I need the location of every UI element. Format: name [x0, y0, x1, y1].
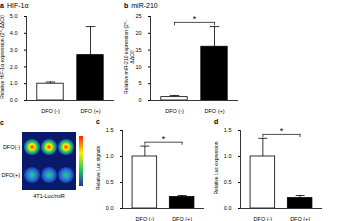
svg-text:25: 25 — [135, 13, 141, 19]
svg-text:3.0: 3.0 — [10, 47, 18, 53]
svg-text:*: * — [162, 134, 166, 144]
html-text:a HIF-1α: a HIF-1α — [0, 2, 29, 9]
svg-text:5: 5 — [138, 80, 141, 86]
svg-text:DFO (-): DFO (-) — [136, 216, 155, 221]
svg-text:0.5: 0.5 — [224, 179, 232, 185]
svg-text:0: 0 — [138, 97, 141, 103]
svg-text:DFO(+): DFO(+) — [2, 172, 21, 178]
svg-text:0.0: 0.0 — [224, 205, 232, 211]
svg-text:1.5: 1.5 — [224, 127, 232, 133]
svg-text:DFO (+): DFO (+) — [80, 108, 100, 114]
svg-text:DFO (+): DFO (+) — [172, 216, 192, 221]
svg-text:10: 10 — [135, 64, 141, 70]
html-text:Relative Luc signals: Relative Luc signals — [95, 145, 101, 191]
svg-text:20: 20 — [135, 30, 141, 36]
svg-text:DFO (-): DFO (-) — [165, 108, 184, 114]
svg-text:DFO (+): DFO (+) — [204, 108, 224, 114]
html-text:Relative HIF-1α expression (2^: Relative HIF-1α expression (2^-ΔΔCt) — [0, 15, 5, 99]
svg-text:DFO (-): DFO (-) — [254, 216, 273, 221]
svg-text:4.0: 4.0 — [10, 30, 18, 36]
html-text:c: c — [96, 118, 100, 125]
svg-text:DFO (+): DFO (+) — [290, 216, 310, 221]
html-text:Relative Luc expression: Relative Luc expression — [213, 141, 219, 195]
svg-text:5.0: 5.0 — [10, 13, 18, 19]
svg-text:*: * — [193, 14, 197, 24]
svg-text:DFO (-): DFO (-) — [41, 108, 60, 114]
svg-text:DFO(-): DFO(-) — [3, 144, 20, 150]
svg-text:15: 15 — [135, 47, 141, 53]
svg-text:4T1-Luc/miR: 4T1-Luc/miR — [33, 193, 65, 199]
html-text:Relative miR-210 expression (2: Relative miR-210 expression (2^-ΔΔCt) — [123, 20, 135, 94]
svg-text:*: * — [280, 126, 284, 136]
html-text:b miR-210: b miR-210 — [124, 2, 158, 9]
svg-text:0.0: 0.0 — [10, 97, 18, 103]
svg-text:c: c — [0, 119, 4, 126]
html-text:d: d — [214, 118, 219, 125]
svg-text:0.0: 0.0 — [106, 205, 114, 211]
svg-text:1.0: 1.0 — [10, 80, 18, 86]
svg-text:0.5: 0.5 — [106, 179, 114, 185]
svg-text:1.0: 1.0 — [224, 153, 232, 159]
svg-text:1.0: 1.0 — [106, 153, 114, 159]
svg-text:1.5: 1.5 — [106, 127, 114, 133]
svg-text:2.0: 2.0 — [10, 64, 18, 70]
